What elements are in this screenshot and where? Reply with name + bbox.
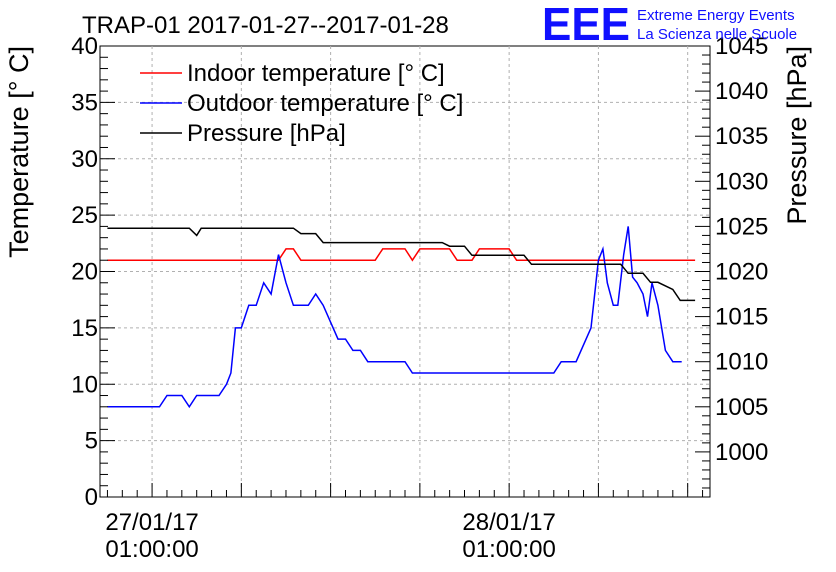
legend-label-pressure: Pressure [hPa] [187,120,346,147]
chart-title: TRAP-01 2017-01-27--2017-01-28 [82,12,449,39]
y-tick-label-right: 1030 [715,168,768,195]
y-tick-label-right: 1045 [715,33,768,60]
y-tick-label-left: 30 [71,146,98,173]
logo-line-1: Extreme Energy Events [637,7,795,24]
y-tick-label-left: 10 [71,371,98,398]
y-tick-label-right: 1020 [715,259,768,286]
y-tick-label-right: 1035 [715,123,768,150]
y-tick-label-right: 1005 [715,394,768,421]
logo-mark: EEE [542,0,630,50]
legend-label-outdoor: Outdoor temperature [° C] [187,90,463,117]
series-lines [107,226,696,409]
y-tick-label-left: 40 [71,33,98,60]
y-tick-label-left: 35 [71,89,98,116]
logo-line-2: La Scienza nelle Scuole [637,26,797,43]
y-tick-label-left: 25 [71,202,98,229]
x-tick-label-time: 01:00:00 [105,536,198,563]
x-tick-label-date: 28/01/17 [462,509,555,536]
eee-logo: EEE Extreme Energy Events La Scienza nel… [542,0,797,50]
series-line-indoor [107,248,696,262]
legend: Indoor temperature [° C] Outdoor tempera… [140,60,463,147]
y-tick-label-left: 20 [71,259,98,286]
left-axis: 0 5 10 15 20 25 30 35 40 [71,33,115,511]
x-tick-label-date: 27/01/17 [105,509,198,536]
y-tick-label-left: 5 [85,428,98,455]
y-tick-label-right: 1040 [715,78,768,105]
x-tick-label-time: 01:00:00 [462,536,555,563]
y-tick-label-right: 1010 [715,349,768,376]
series-line-pressure [107,227,696,302]
series-line-outdoor [107,226,682,409]
right-axis: 1000 1005 1010 1015 1020 1025 1030 1035 1040 1045 [695,33,768,498]
y-tick-label-left: 0 [85,484,98,511]
y-tick-label-left: 15 [71,315,98,342]
y-tick-label-right: 1015 [715,304,768,331]
y-axis-title-left: Temperature [° C] [4,46,34,258]
y-axis-title-right: Pressure [hPa] [782,46,812,225]
legend-label-indoor: Indoor temperature [° C] [187,60,445,87]
y-tick-label-right: 1000 [715,439,768,466]
y-tick-label-right: 1025 [715,213,768,240]
